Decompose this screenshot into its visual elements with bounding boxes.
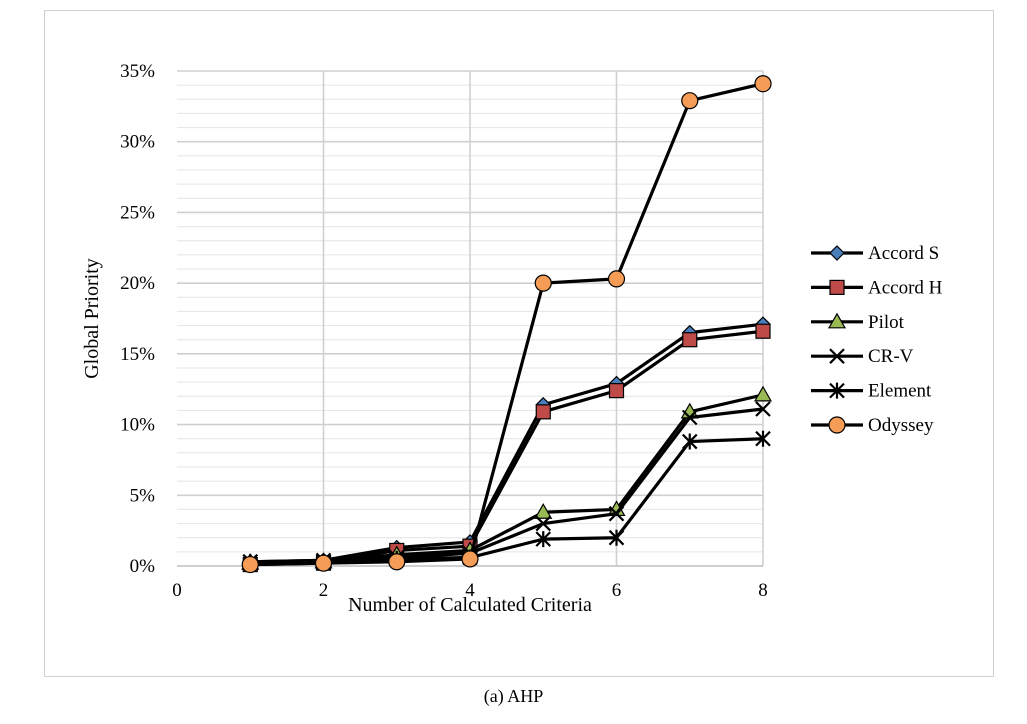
- series-line-element: [250, 437, 764, 564]
- grid: [177, 70, 764, 566]
- legend-item-odyssey: Odyssey: [811, 415, 934, 436]
- legend-label: CR-V: [868, 346, 914, 367]
- data-point-odyssey: [314, 554, 333, 572]
- legend-marker-accord-h: [829, 279, 845, 295]
- data-point-odyssey: [388, 553, 406, 571]
- legend-label: Accord S: [868, 243, 939, 264]
- legend-label: Pilot: [868, 312, 905, 333]
- data-point-element: [755, 430, 771, 447]
- legend-item-accord-h: Accord H: [811, 277, 943, 298]
- data-point-element: [535, 531, 552, 548]
- legend-item-pilot: Pilot: [811, 312, 905, 333]
- data-point-cr-v: [608, 505, 625, 522]
- series-odyssey: [241, 75, 772, 574]
- y-tick-label: 10%: [120, 415, 155, 436]
- data-point-pilot: [534, 503, 553, 519]
- chart-frame: [44, 10, 994, 677]
- data-point-cr-v: [755, 401, 771, 417]
- y-tick-label: 15%: [120, 344, 155, 365]
- legend-item-accord-s: Accord S: [811, 243, 939, 264]
- y-tick-label: 5%: [130, 485, 156, 506]
- series-accord-h: [242, 323, 771, 573]
- data-point-element: [608, 529, 625, 546]
- legend-item-element: Element: [811, 381, 932, 402]
- x-tick-label: 0: [172, 580, 182, 601]
- x-axis-ticks: 0 2 4 6 8: [172, 580, 768, 601]
- legend-label: Accord H: [868, 277, 943, 298]
- data-point-accord-h: [608, 383, 625, 399]
- x-tick-label: 8: [758, 580, 768, 601]
- x-tick-label: 4: [465, 580, 475, 601]
- legend-marker-odyssey: [828, 416, 846, 434]
- data-point-odyssey: [754, 75, 772, 93]
- x-tick-label: 6: [612, 580, 622, 601]
- series-lines: [241, 75, 773, 574]
- legend-marker-accord-s: [829, 245, 845, 261]
- y-tick-label: 35%: [120, 61, 155, 82]
- series-line-odyssey: [250, 82, 764, 567]
- data-point-odyssey: [241, 555, 259, 574]
- series-line-cr-v: [250, 407, 764, 564]
- x-tick-label: 2: [319, 580, 329, 601]
- legend: Accord S Accord H Pilot CR-V Element Odyssey: [811, 243, 943, 436]
- data-point-cr-v: [681, 409, 698, 426]
- data-point-odyssey: [607, 270, 626, 288]
- figure-caption: (a) AHP: [483, 686, 544, 706]
- data-point-pilot: [753, 385, 773, 402]
- data-point-accord-h: [755, 323, 771, 339]
- data-point-odyssey: [534, 274, 552, 292]
- data-point-accord-h: [535, 404, 551, 420]
- series-line-accord-s: [250, 322, 764, 564]
- data-point-odyssey: [681, 92, 699, 110]
- legend-label: Odyssey: [868, 415, 934, 436]
- y-tick-label: 20%: [120, 273, 155, 294]
- y-tick-label: 25%: [120, 202, 155, 223]
- y-axis-title: Global Priority: [81, 258, 103, 379]
- data-point-odyssey: [461, 550, 479, 568]
- legend-marker-cr-v: [829, 348, 845, 364]
- legend-label: Element: [868, 381, 932, 402]
- y-tick-label: 30%: [120, 132, 155, 153]
- series-element: [242, 430, 771, 570]
- x-axis-title: Number of Calculated Criteria: [348, 594, 592, 616]
- y-tick-label: 0%: [130, 556, 156, 577]
- y-axis-ticks: 0% 5% 10% 15% 20% 25% 30% 35%: [120, 61, 155, 577]
- data-point-element: [681, 433, 698, 450]
- data-point-cr-v: [535, 515, 552, 532]
- legend-marker-element: [829, 382, 845, 399]
- legend-marker-pilot: [827, 312, 847, 329]
- data-point-accord-h: [682, 332, 698, 348]
- legend-item-cr-v: CR-V: [811, 346, 914, 367]
